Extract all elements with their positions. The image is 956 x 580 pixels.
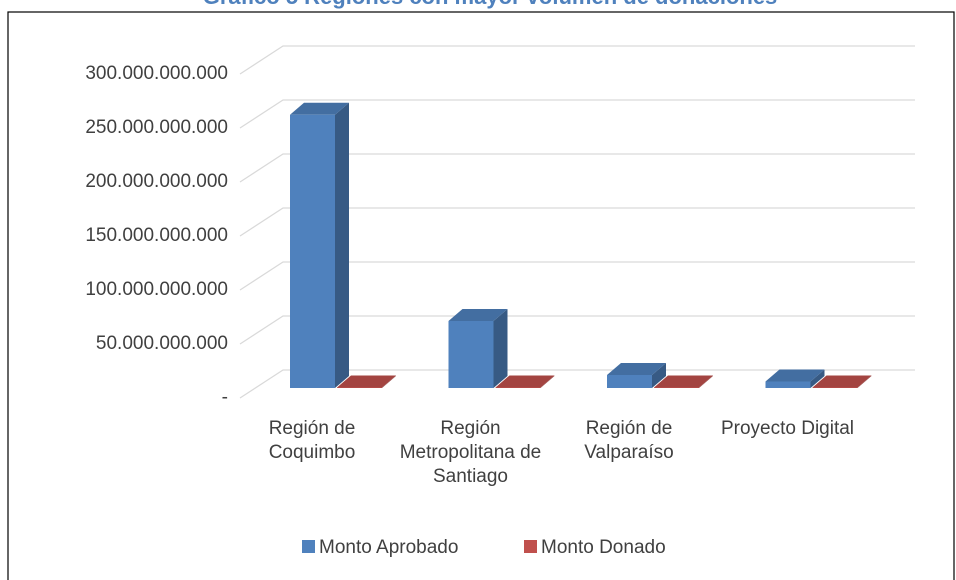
grid-line (239, 369, 915, 399)
bar-top (765, 369, 825, 382)
bar-side (652, 363, 666, 388)
chart-title: Gráfico 5 Regiones con mayor volumen de … (203, 0, 778, 9)
bar-top (290, 102, 349, 115)
grid-line (239, 99, 915, 129)
y-tick-label: - (222, 387, 228, 408)
x-tick-label: Región de Valparaíso (584, 418, 674, 463)
legend-swatch (524, 540, 537, 553)
grid-line (239, 153, 915, 183)
bar (290, 102, 349, 388)
bar-front (654, 387, 699, 388)
y-tick-label: 300.000.000.000 (85, 63, 228, 84)
bar-side (335, 102, 349, 388)
bar-side (382, 375, 396, 388)
bar (337, 375, 396, 388)
bar-side (540, 375, 555, 388)
bar (654, 375, 713, 388)
bar-front (337, 387, 382, 388)
bar-side (493, 309, 508, 388)
legend-swatch (302, 540, 315, 553)
bar (812, 375, 872, 388)
bar (607, 363, 666, 388)
grid-line (239, 315, 915, 345)
y-tick-label: 100.000.000.000 (85, 279, 228, 300)
y-tick-label: 50.000.000.000 (96, 333, 228, 354)
bar-top (495, 375, 555, 388)
bar-front (607, 375, 652, 388)
y-tick-label: 250.000.000.000 (85, 117, 228, 138)
legend-label: Monto Donado (541, 537, 666, 558)
bar-front (448, 321, 494, 388)
x-tick-label: Región Metropolitana de Santiago (399, 418, 542, 487)
bar-front (765, 381, 811, 388)
bar-side (810, 369, 825, 388)
grid-line (239, 207, 915, 237)
x-tick-label: Región de Coquimbo (268, 418, 356, 463)
bar-top (448, 309, 508, 322)
grid-line (239, 261, 915, 291)
y-tick-label: 150.000.000.000 (85, 225, 228, 246)
bar-top (337, 375, 396, 388)
bar (448, 309, 508, 388)
legend-label: Monto Aprobado (319, 537, 458, 558)
bar (495, 375, 555, 388)
bar-side (699, 375, 713, 388)
y-tick-label: 200.000.000.000 (85, 171, 228, 192)
bar-top (607, 363, 666, 376)
bar-front (495, 387, 541, 388)
bar-front (812, 387, 858, 388)
bar-top (654, 375, 713, 388)
bar-front (290, 114, 335, 388)
bar-side (857, 375, 872, 388)
grid-line (239, 45, 915, 75)
bar (765, 369, 825, 388)
x-tick-label: Proyecto Digital (720, 418, 855, 439)
chart-frame (7, 11, 955, 580)
bar-top (812, 375, 872, 388)
